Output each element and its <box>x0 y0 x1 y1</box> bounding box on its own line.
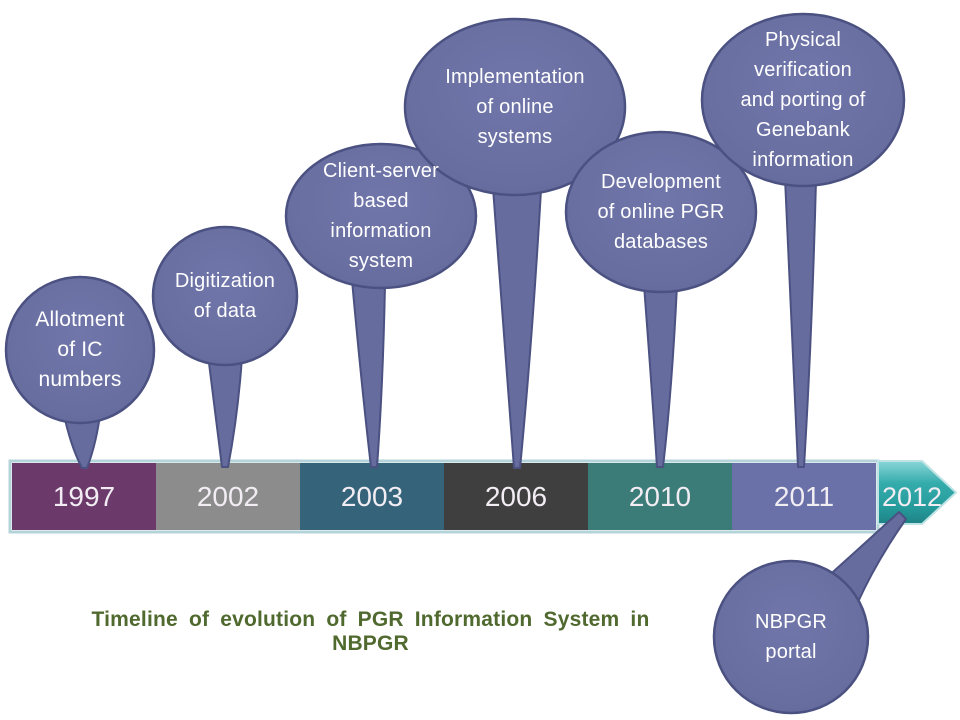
year-label-2003: 2003 <box>340 481 404 512</box>
timeline-segment-2011 <box>732 463 876 530</box>
balloon-bubble <box>4 275 156 425</box>
balloon-development-online-pgr <box>564 130 758 468</box>
year-label-1997: 1997 <box>52 481 116 512</box>
diagram-caption: Timeline of evolution of PGR Information… <box>91 608 650 655</box>
balloon-tail <box>492 187 542 469</box>
year-label-2010: 2010 <box>628 481 692 512</box>
balloon-label-physical-verification: Physical verification and porting of Gen… <box>740 29 866 171</box>
balloon-label-implementation-online: Implementation of online systems <box>445 66 585 148</box>
balloon-nbpgr-portal <box>712 511 907 715</box>
balloon-bubble <box>151 225 299 367</box>
timeline-segment-2002 <box>156 463 300 530</box>
balloon-implementation-online <box>403 17 627 469</box>
timeline-bar <box>8 459 957 534</box>
balloon-bubble <box>403 17 627 197</box>
balloon-bubble <box>564 130 758 294</box>
timeline-segment-2003 <box>300 463 444 530</box>
timeline-segment-1997 <box>12 463 156 530</box>
balloon-allotment-ic-numbers <box>4 275 156 469</box>
balloon-physical-verification <box>700 12 906 468</box>
balloon-tail <box>643 284 678 468</box>
balloon-tail <box>207 354 243 468</box>
balloon-bubble <box>700 12 906 188</box>
year-label-2002: 2002 <box>196 481 260 512</box>
year-label-2006: 2006 <box>484 481 548 512</box>
year-label-2011: 2011 <box>773 481 835 512</box>
balloon-label-development-online-pgr: Development of online PGR databases <box>597 171 725 253</box>
balloon-bubble <box>284 142 478 290</box>
balloon-client-server-system <box>284 142 478 468</box>
balloon-label-nbpgr-portal: NBPGR portal <box>754 611 828 663</box>
balloon-tail <box>784 177 817 468</box>
balloon-digitization-of-data <box>151 225 299 468</box>
balloon-tail <box>823 511 907 603</box>
timeline-segment-2010 <box>588 463 732 530</box>
balloon-label-allotment-ic-numbers: Allotment of IC numbers <box>35 308 125 391</box>
timeline-arrow-2012 <box>877 460 957 525</box>
balloon-label-digitization-of-data: Digitization of data <box>174 270 276 322</box>
timeline-segment-2006 <box>444 463 588 530</box>
balloon-tail <box>351 279 386 468</box>
balloon-label-client-server-system: Client-server based information system <box>323 160 439 272</box>
year-label-2012: 2012 <box>881 482 943 512</box>
balloon-bubble <box>712 559 870 715</box>
